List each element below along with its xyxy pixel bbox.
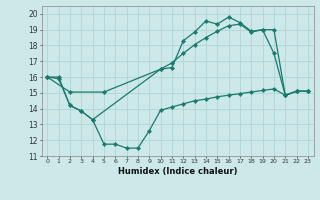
- X-axis label: Humidex (Indice chaleur): Humidex (Indice chaleur): [118, 167, 237, 176]
